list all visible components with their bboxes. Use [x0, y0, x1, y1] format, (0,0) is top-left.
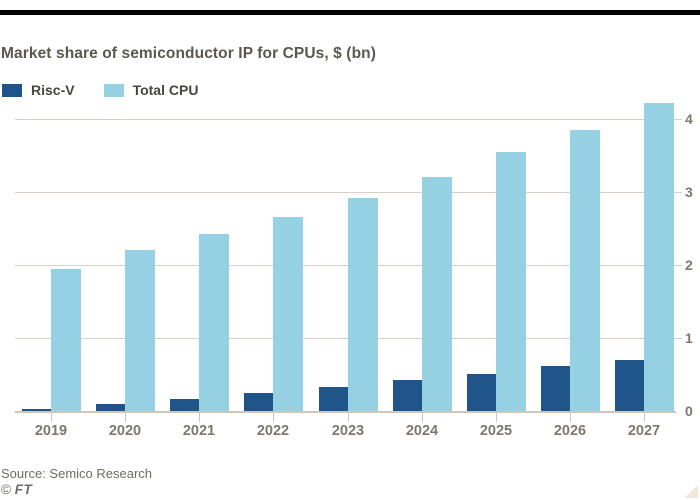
legend-swatch-riscv: [2, 83, 22, 97]
bar-riscv-2019: [22, 409, 51, 411]
top-rule: [0, 10, 700, 15]
bar-total-cpu-2021: [199, 234, 229, 411]
bar-riscv-2020: [96, 404, 125, 411]
x-axis-tick-2022: [273, 413, 274, 422]
legend-label-riscv: Risc-V: [31, 82, 75, 98]
gridline-y3: [15, 192, 682, 193]
x-axis-label-2020: 2020: [108, 423, 142, 439]
x-axis-label-2026: 2026: [553, 423, 587, 439]
y-axis-tick-label: 0: [685, 403, 693, 419]
bar-total-cpu-2022: [273, 217, 303, 411]
y-axis-tick-label: 1: [685, 330, 693, 346]
x-axis-tick-2027: [644, 413, 645, 422]
bar-total-cpu-2025: [496, 152, 526, 411]
x-axis-tick-2020: [125, 413, 126, 422]
bar-riscv-2021: [170, 399, 199, 411]
bar-total-cpu-2023: [348, 198, 378, 411]
bar-riscv-2024: [393, 380, 422, 411]
legend-swatch-total-cpu: [103, 83, 124, 97]
x-axis-tick-2025: [496, 413, 497, 422]
bar-total-cpu-2024: [422, 177, 452, 411]
ft-logo-text: FT: [14, 482, 33, 497]
y-axis-tick-label: 3: [685, 184, 693, 200]
x-axis-label-2027: 2027: [627, 423, 661, 439]
x-axis-label-2025: 2025: [479, 423, 513, 439]
bar-riscv-2026: [541, 366, 570, 411]
bar-riscv-2025: [467, 374, 496, 411]
bar-total-cpu-2019: [51, 269, 81, 411]
x-axis-tick-2023: [348, 413, 349, 422]
source-line: Source: Semico Research: [1, 466, 153, 481]
bar-total-cpu-2026: [570, 130, 600, 411]
bar-total-cpu-2027: [644, 103, 674, 411]
gridline-y4: [15, 119, 682, 120]
ft-credit: © FT: [1, 482, 32, 497]
x-axis-tick-2026: [570, 413, 571, 422]
x-axis-tick-2021: [199, 413, 200, 422]
y-axis-tick-label: 4: [685, 111, 693, 127]
legend: Risc-V Total CPU: [2, 82, 198, 98]
copyright-symbol: ©: [1, 482, 11, 497]
x-axis-label-2021: 2021: [182, 423, 216, 439]
y-axis-tick-label: 2: [685, 257, 693, 273]
ft-corner-triangle-icon: [684, 485, 698, 498]
x-axis-tick-2024: [422, 413, 423, 422]
bar-riscv-2023: [319, 387, 348, 411]
x-axis-label-2024: 2024: [405, 423, 439, 439]
bar-total-cpu-2020: [125, 250, 155, 411]
x-axis-tick-2019: [51, 413, 52, 422]
bar-riscv-2027: [615, 360, 644, 411]
legend-item-riscv: Risc-V: [2, 82, 75, 98]
x-axis-line: [15, 411, 676, 413]
legend-label-total-cpu: Total CPU: [132, 82, 199, 98]
x-axis-label-2023: 2023: [331, 423, 365, 439]
x-axis-label-2022: 2022: [256, 423, 290, 439]
legend-item-total-cpu: Total CPU: [103, 82, 199, 98]
x-axis-label-2019: 2019: [34, 423, 68, 439]
bar-riscv-2022: [244, 393, 273, 411]
chart-title: Market share of semiconductor IP for CPU…: [1, 45, 376, 62]
